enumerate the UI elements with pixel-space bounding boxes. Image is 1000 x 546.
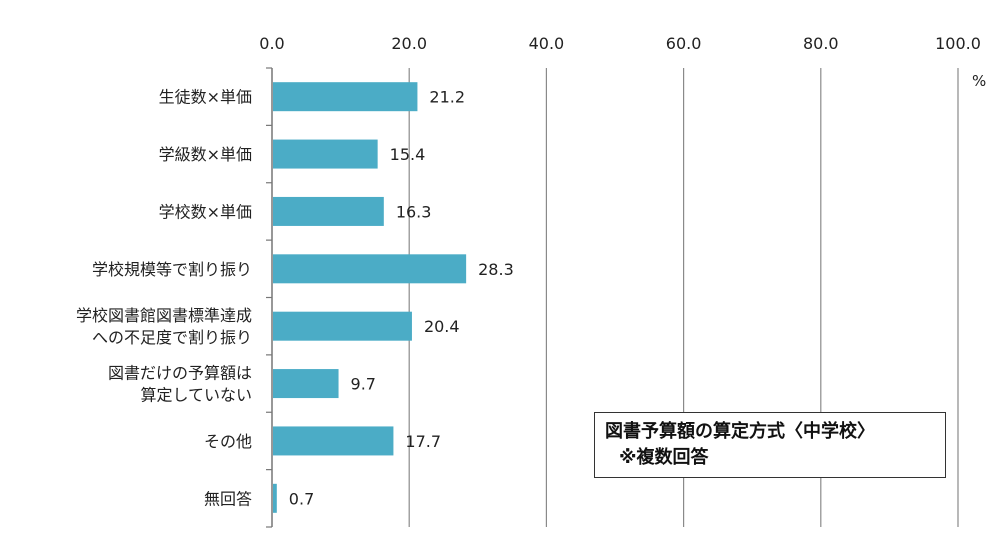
category-label: 算定していない (140, 386, 252, 405)
data-label: 21.2 (429, 88, 465, 107)
category-label: への不足度で割り振り (92, 328, 252, 347)
bar-layer (273, 82, 467, 513)
bar (273, 139, 378, 169)
data-label: 15.4 (390, 145, 426, 164)
data-label: 0.7 (289, 489, 314, 508)
chart-subtitle: ※複数回答 (619, 447, 709, 468)
category-label: 学校数×単価 (159, 202, 252, 221)
tick-label-layer: 0.0 20.0 40.0 60.0 80.0 100.0 (259, 34, 981, 53)
bar (273, 311, 412, 341)
data-label: 16.3 (396, 202, 432, 221)
data-label: 28.3 (478, 260, 514, 279)
x-tick-label: 100.0 (935, 34, 981, 53)
bar (273, 426, 394, 456)
category-label: 図書だけの予算額は (108, 364, 252, 383)
chart-title: 図書予算額の算定方式〈中学校〉 (605, 421, 875, 442)
category-label: 生徒数×単価 (159, 88, 252, 107)
bar (273, 254, 467, 284)
x-tick-label: 20.0 (391, 34, 427, 53)
bar (273, 369, 339, 399)
x-tick-label: 80.0 (803, 34, 839, 53)
bar (273, 82, 418, 112)
data-label: 9.7 (351, 375, 376, 394)
data-label: 20.4 (424, 317, 460, 336)
data-label: 17.7 (405, 432, 441, 451)
category-label: 学級数×単価 (159, 145, 252, 164)
unit-label: % (972, 72, 986, 90)
category-label: その他 (204, 432, 252, 451)
x-tick-label: 60.0 (666, 34, 702, 53)
chart-title-box: 図書予算額の算定方式〈中学校〉 ※複数回答 (594, 412, 946, 478)
grid-layer (266, 67, 959, 528)
value-label-layer: 21.2 15.4 16.3 28.3 20.4 9.7 17.7 0.7 (289, 88, 514, 509)
category-label: 学校図書館図書標準達成 (76, 306, 252, 325)
x-tick-label: 0.0 (259, 34, 284, 53)
category-label-layer: 生徒数×単価学級数×単価学校数×単価学校規模等で割り振り学校図書館図書標準達成へ… (76, 88, 252, 509)
bar (273, 196, 384, 226)
category-label: 無回答 (204, 489, 252, 508)
category-label: 学校規模等で割り振り (92, 260, 252, 279)
bar (273, 483, 277, 513)
x-tick-label: 40.0 (529, 34, 565, 53)
